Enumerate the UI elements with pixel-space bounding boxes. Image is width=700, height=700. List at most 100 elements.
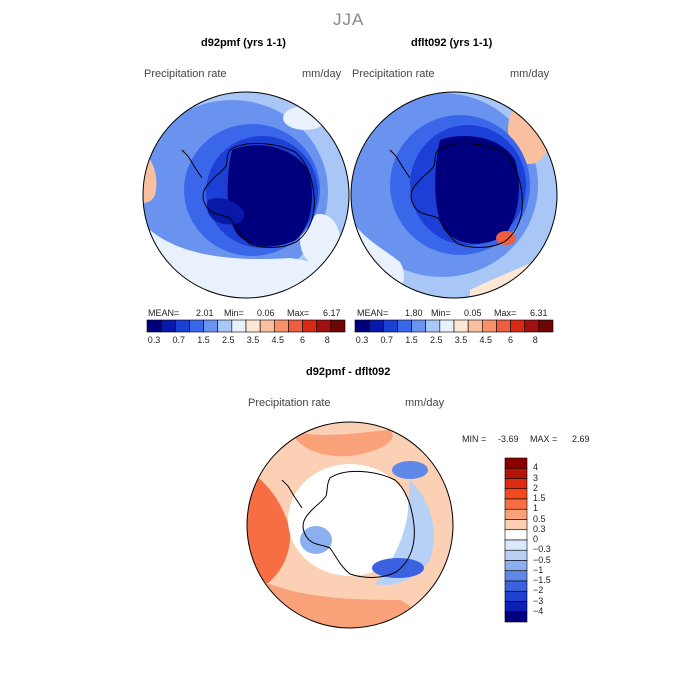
colorbar-cell <box>504 467 528 479</box>
panel2-hotspot <box>496 231 516 245</box>
panel3-max-label: MAX = <box>530 434 558 444</box>
colorbar-cell <box>504 560 528 572</box>
colorbar-tick-label: 3.5 <box>246 335 260 345</box>
colorbar-cell <box>504 539 528 551</box>
panel1-mean-label: MEAN= <box>148 308 180 318</box>
panel1-max-label: Max= <box>287 308 310 318</box>
colorbar-tick-label: 1.5 <box>405 335 418 345</box>
panel3-neg-coast <box>372 558 424 578</box>
colorbar-cell <box>411 319 427 333</box>
season-title: JJA <box>333 10 365 29</box>
colorbar-tick-label: −4 <box>533 605 544 616</box>
panel1-title: d92pmf (yrs 1-1) <box>201 37 286 49</box>
colorbar-cell <box>504 570 528 582</box>
colorbar-tick-label: −0.5 <box>533 554 551 565</box>
colorbar-tick-label: 0.3 <box>147 335 161 345</box>
colorbar-cell <box>496 319 511 333</box>
colorbar-tick-label: 8 <box>324 335 330 345</box>
panel3-title: d92pmf - dflt092 <box>306 366 391 378</box>
panel1-frame <box>142 91 350 299</box>
colorbar-cell <box>504 590 528 602</box>
colorbar-cell <box>273 319 289 333</box>
colorbar-cell <box>259 319 275 333</box>
colorbar-tick-label: 1 <box>533 503 539 514</box>
colorbar-cell <box>231 319 247 333</box>
colorbar-cell <box>524 319 540 333</box>
panel2-title: dflt092 (yrs 1-1) <box>411 37 493 49</box>
panel2-dry-core <box>435 136 519 244</box>
colorbar-cell <box>510 319 526 333</box>
colorbar-cell <box>288 319 303 333</box>
colorbar-cell <box>504 508 528 520</box>
colorbar-tick-label: 0 <box>533 534 539 544</box>
colorbar-tick-label: 4.5 <box>479 335 493 345</box>
colorbar-cell <box>174 319 190 333</box>
colorbar-tick-label: 0.5 <box>533 513 546 524</box>
colorbar-cell <box>504 611 528 623</box>
panel2-max-value: 6.31 <box>530 308 548 318</box>
panel3-variable: Precipitation rate <box>248 397 331 409</box>
colorbar-cell <box>504 488 528 500</box>
panel2-frame <box>350 91 558 299</box>
colorbar-cell <box>189 319 204 333</box>
colorbar-cell <box>453 319 469 333</box>
colorbar-tick-label: 0.7 <box>380 335 394 345</box>
colorbar-cell <box>504 529 528 541</box>
panel1-units: mm/day <box>302 68 342 80</box>
colorbar-tick-label: −0.3 <box>533 544 551 555</box>
colorbar-cell <box>397 319 412 333</box>
panel2-map <box>351 92 557 298</box>
panel2-max-label: Max= <box>494 308 517 318</box>
colorbar-cell <box>504 457 528 469</box>
panel3-colorbar <box>504 457 528 623</box>
panel3-min-value: -3.69 <box>498 434 519 444</box>
panel1-max-value: 6.17 <box>323 308 341 318</box>
panel1-blob-e <box>300 214 340 266</box>
panel1-map <box>143 92 349 298</box>
colorbar-tick-label: 2.5 <box>222 335 235 345</box>
colorbar-cell <box>467 319 483 333</box>
panel3-pos-north <box>290 430 393 457</box>
panel1-dry-core <box>227 145 312 247</box>
colorbar-tick-label: 6 <box>300 335 306 345</box>
panel1-coast <box>181 142 315 248</box>
panel2-min-label: Min= <box>431 308 451 318</box>
panel2-units: mm/day <box>510 68 550 80</box>
panel1-warm-south <box>143 230 349 298</box>
colorbar-tick-label: 4.5 <box>271 335 285 345</box>
colorbar-tick-label: 3 <box>533 472 539 483</box>
panel3-pos-west <box>247 470 291 595</box>
panel3-neg-west <box>300 526 332 554</box>
panel2-variable: Precipitation rate <box>352 68 435 80</box>
colorbar-cell <box>217 319 233 333</box>
colorbar-cell <box>316 319 332 333</box>
colorbar-tick-label: 0.7 <box>172 335 186 345</box>
colorbar-cell <box>504 580 528 592</box>
colorbar-cell <box>481 319 497 333</box>
colorbar-cell <box>439 319 455 333</box>
panel2-coast <box>389 142 523 248</box>
colorbar-cell <box>245 319 261 333</box>
colorbar-cell <box>160 319 176 333</box>
colorbar-cell <box>504 478 528 490</box>
panel2-mean-label: MEAN= <box>357 308 389 318</box>
colorbar-tick-label: 0.3 <box>533 523 546 534</box>
colorbar-tick-label: −1.5 <box>533 575 551 585</box>
colorbar-tick-label: −2 <box>533 585 544 596</box>
panel1-blob-ne <box>283 106 327 130</box>
colorbar-tick-label: −1 <box>533 564 544 575</box>
colorbar-tick-label: 1.5 <box>533 493 546 503</box>
colorbar-cell <box>330 319 346 333</box>
colorbar-cell <box>504 498 528 510</box>
colorbar-cell <box>368 319 384 333</box>
colorbar-tick-label: 8 <box>532 335 538 345</box>
panel1-min-label: Min= <box>224 308 244 318</box>
colorbar-cell <box>302 319 318 333</box>
panel1-colorbar <box>146 319 346 333</box>
panel1-min-value: 0.06 <box>257 308 275 318</box>
colorbar-tick-label: −3 <box>533 595 544 606</box>
colorbar-cell <box>504 549 528 561</box>
colorbar-tick-label: 2 <box>533 482 539 493</box>
panel1-variable: Precipitation rate <box>144 68 227 80</box>
